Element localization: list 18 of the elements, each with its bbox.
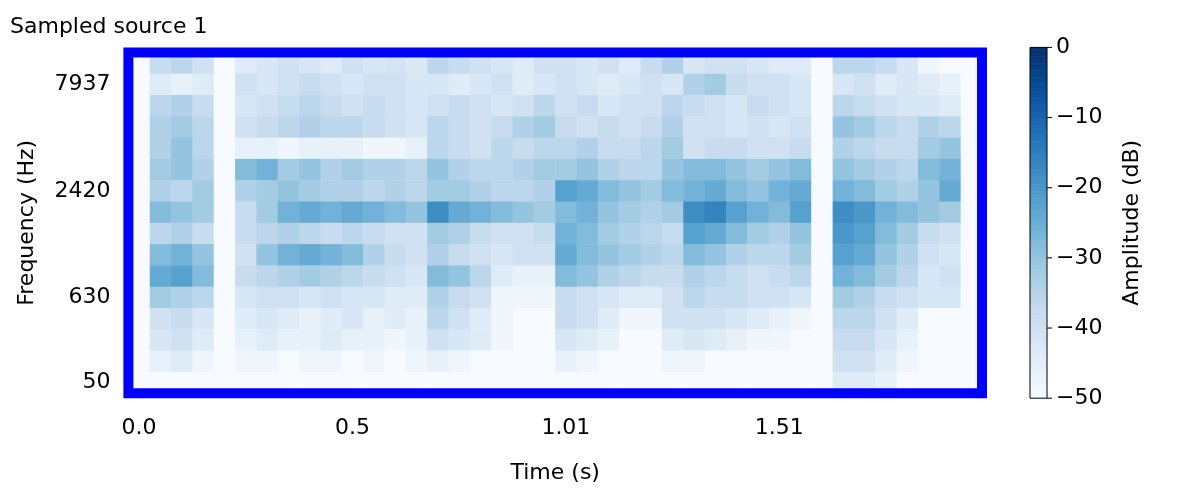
color-bar-label: 0 [1056,33,1070,59]
x-axis-title: Time (s) [509,458,600,484]
color-bar-label: −50 [1056,383,1103,409]
y-tick-label: 2420 [54,176,111,202]
y-tick-label: 630 [68,283,111,309]
x-tick-label: 0.5 [334,414,370,440]
y-tick-label: 7937 [54,70,111,96]
x-tick-label: 1.51 [754,414,804,440]
chart-title: Sampled source 1 [10,12,208,38]
y-axis-title: Frequency (Hz) [12,139,38,306]
color-bar-label: −40 [1056,313,1103,339]
y-tick-label: 50 [82,368,111,394]
x-tick-label: 0.0 [121,414,157,440]
color-bar-label: −10 [1056,103,1103,129]
color-bar-title: Amplitude (dB) [1117,139,1143,306]
color-bar-label: −30 [1056,243,1103,269]
color-bar-label: −20 [1056,173,1103,199]
x-tick-label: 1.01 [541,414,591,440]
